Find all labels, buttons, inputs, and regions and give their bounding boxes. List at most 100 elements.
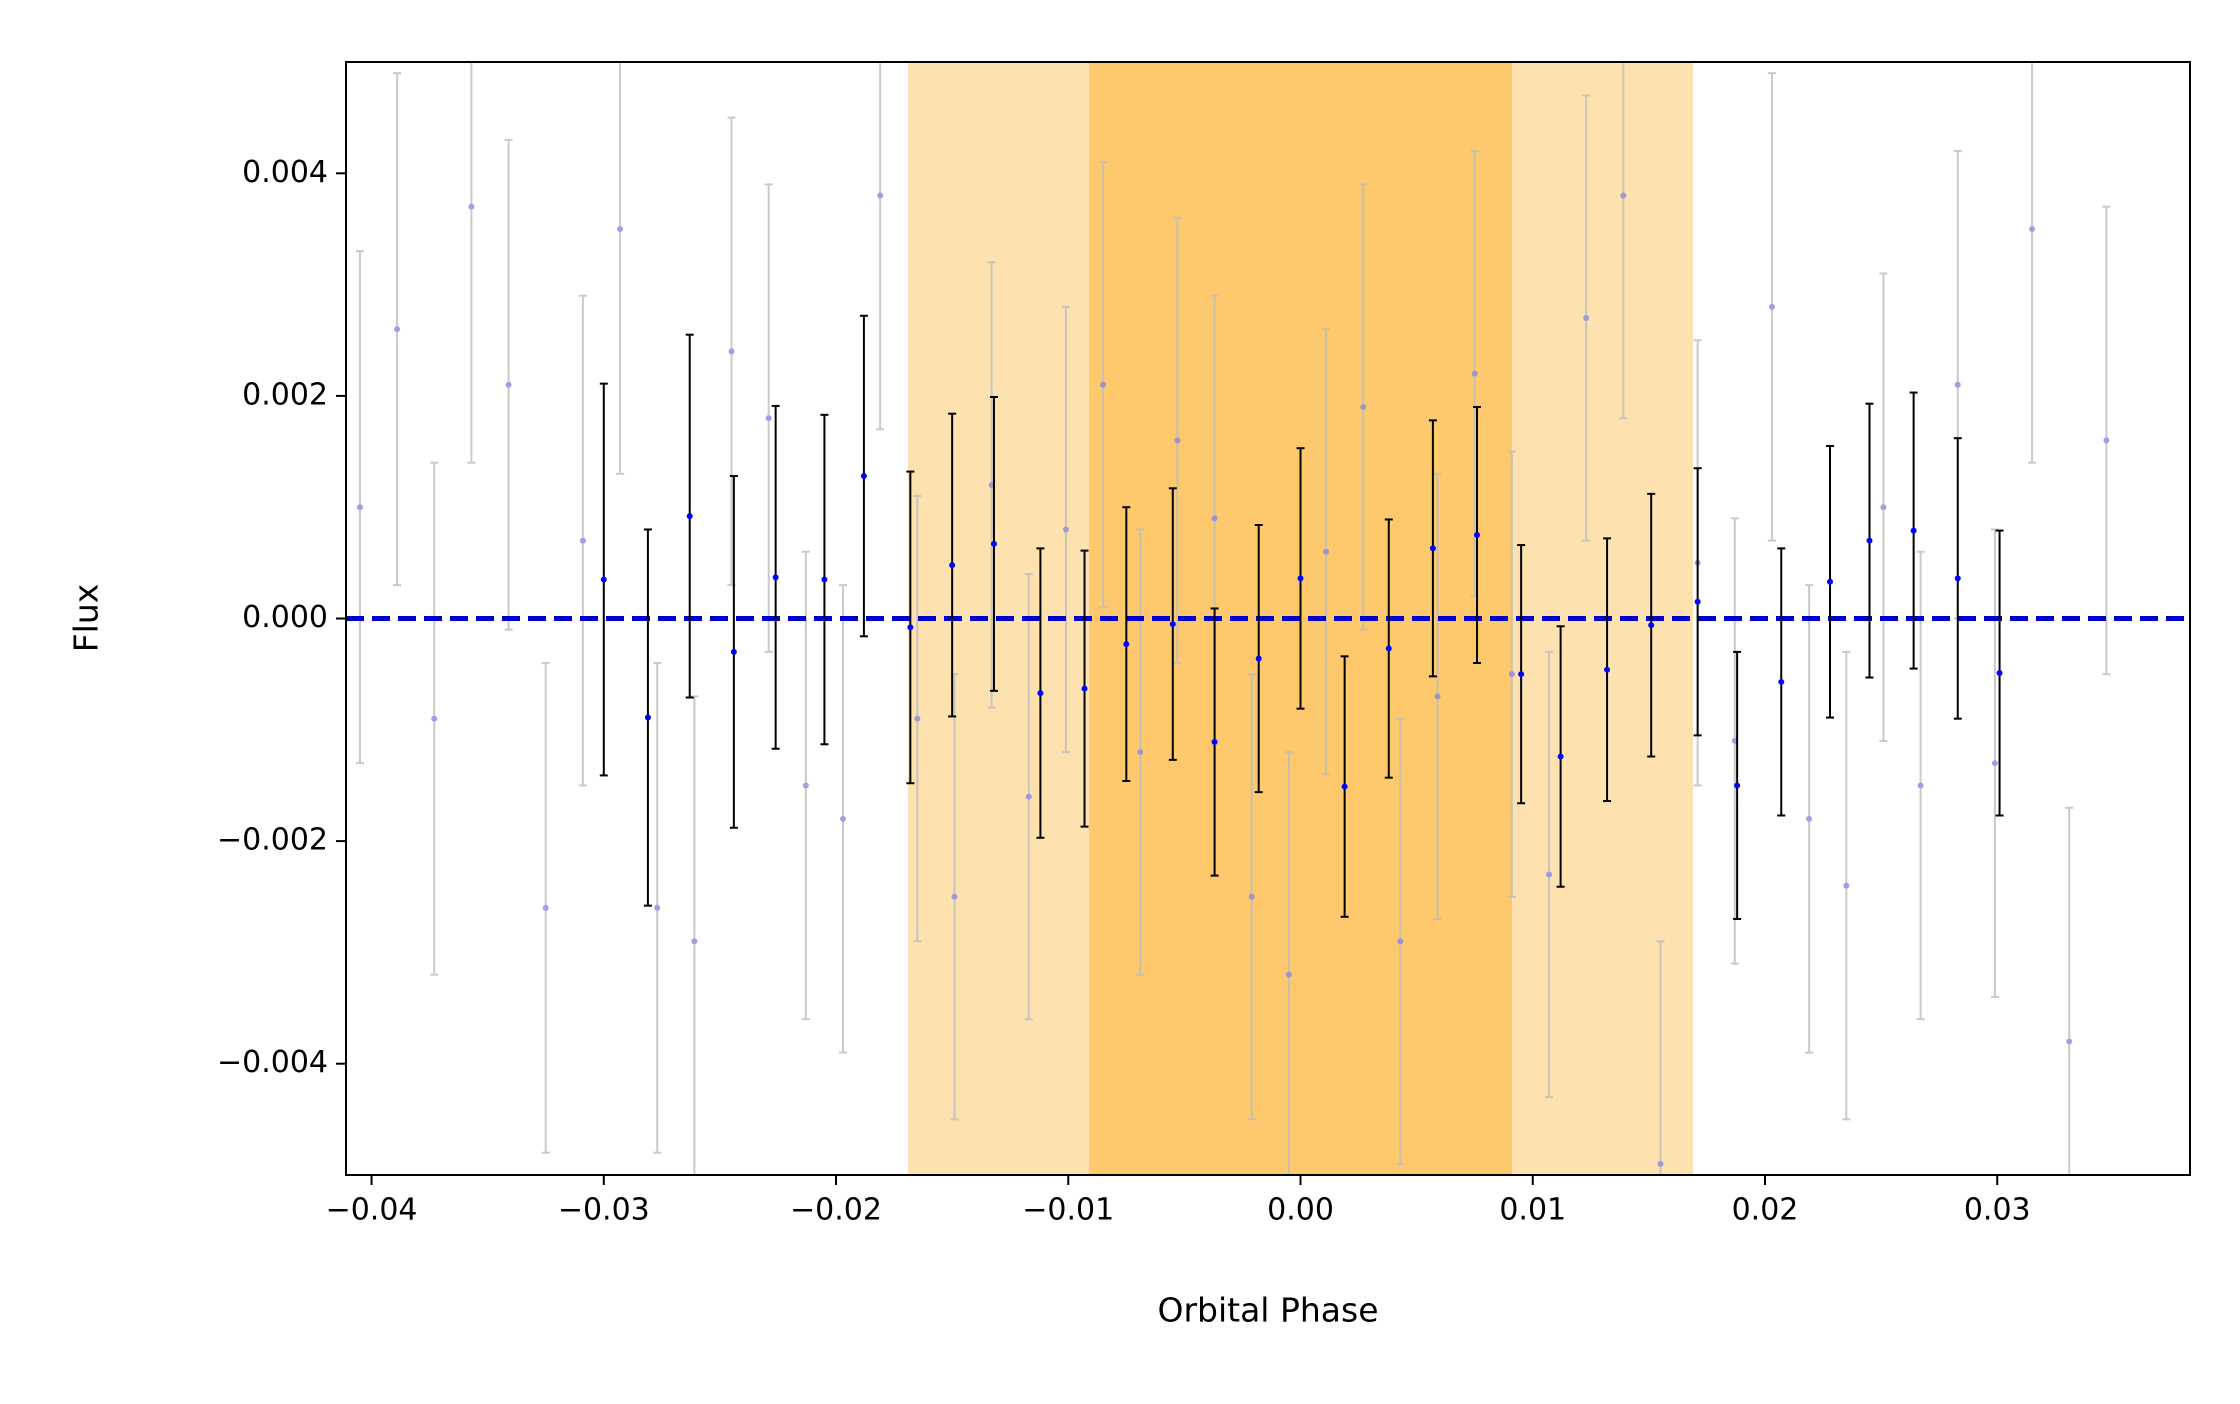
data-point (1169, 621, 1176, 628)
error-bar (1340, 655, 1349, 918)
error-bar (1995, 529, 2004, 817)
data-point (990, 540, 997, 547)
error-bar (1517, 544, 1526, 805)
error-bar (820, 413, 829, 746)
data-point (1657, 1160, 1664, 1167)
data-point (600, 576, 607, 583)
data-point (644, 714, 651, 721)
data-point (1620, 192, 1627, 199)
data-point (765, 415, 772, 422)
data-point (1583, 314, 1590, 321)
error-bar (1990, 528, 1999, 998)
data-point (1397, 938, 1404, 945)
x-tick-label: −0.02 (790, 1193, 882, 1228)
error-bar (616, 62, 625, 475)
error-bar (467, 62, 476, 464)
error-bar (859, 314, 868, 638)
error-bar (1777, 547, 1786, 817)
data-point (1434, 693, 1441, 700)
data-point (1174, 437, 1181, 444)
plot-area (346, 62, 2190, 1175)
data-point (1880, 504, 1887, 511)
data-point (394, 326, 401, 333)
data-point (949, 562, 956, 569)
error-bar (1953, 437, 1962, 720)
data-point (1827, 578, 1834, 585)
data-point (1062, 526, 1069, 533)
x-tick-label: −0.01 (1022, 1193, 1114, 1228)
error-bar (2065, 806, 2074, 1175)
error-bar (1433, 472, 1442, 921)
data-point (1866, 537, 1873, 544)
error-bar (729, 475, 738, 829)
data-point (1037, 690, 1044, 697)
error-bar (1545, 650, 1554, 1099)
data-point (2103, 437, 2110, 444)
error-bar (771, 404, 780, 750)
y-tick-label: −0.002 (217, 823, 328, 858)
error-bar (690, 695, 699, 1175)
data-point (1917, 782, 1924, 789)
y-tick-label: 0.004 (242, 155, 328, 190)
x-tick-label: 0.02 (1732, 1193, 1799, 1228)
y-axis-label: Flux (67, 584, 106, 653)
data-point (691, 938, 698, 945)
data-point (542, 904, 549, 911)
data-point (1429, 545, 1436, 552)
data-point (772, 574, 779, 581)
error-bar (801, 550, 810, 1021)
error-bar (393, 72, 402, 587)
error-bar (1865, 402, 1874, 679)
error-bar (1556, 625, 1565, 888)
data-point (1778, 678, 1785, 685)
error-bar (355, 250, 364, 765)
data-point (1248, 893, 1255, 900)
y-tick-label: −0.004 (217, 1045, 328, 1080)
error-bar (1136, 528, 1145, 976)
x-tick-label: 0.00 (1267, 1193, 1334, 1228)
data-point (1734, 782, 1741, 789)
error-bar (1396, 717, 1405, 1165)
error-bar (430, 461, 439, 976)
data-point (802, 782, 809, 789)
error-bar (1036, 547, 1045, 839)
x-tick-label: −0.03 (558, 1193, 650, 1228)
data-point (431, 715, 438, 722)
data-point (1557, 753, 1564, 760)
data-point (951, 893, 958, 900)
error-bar (685, 333, 694, 699)
error-bar (913, 495, 922, 943)
data-point (1806, 815, 1813, 822)
data-point (686, 513, 693, 520)
error-bar (906, 470, 915, 785)
error-bar (1619, 62, 1628, 420)
error-bar (1173, 216, 1182, 665)
data-point (468, 203, 475, 210)
error-bar (989, 396, 998, 692)
error-bar (1428, 419, 1437, 678)
data-point (1081, 685, 1088, 692)
data-point (1297, 575, 1304, 582)
x-axis-label: Orbital Phase (1157, 1291, 1378, 1330)
error-bar (1384, 518, 1393, 779)
data-point (1518, 671, 1525, 678)
error-bar (1061, 305, 1070, 754)
error-bar (1909, 391, 1918, 670)
error-bar (2102, 205, 2111, 676)
data-point (1996, 670, 2003, 677)
error-bar (1284, 751, 1293, 1175)
data-point (1385, 645, 1392, 652)
error-bar (1693, 467, 1702, 737)
x-tick-label: 0.01 (1499, 1193, 1566, 1228)
data-point (1768, 303, 1775, 310)
error-bar (1247, 673, 1256, 1121)
data-point (1910, 527, 1917, 534)
data-point (2029, 225, 2036, 232)
data-point (1123, 641, 1130, 648)
data-point (1100, 381, 1107, 388)
error-bar (948, 412, 957, 718)
error-bar (599, 382, 608, 777)
data-point (356, 504, 363, 511)
error-bar (1168, 487, 1177, 761)
